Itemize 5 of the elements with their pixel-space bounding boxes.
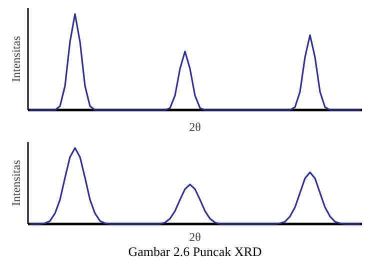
text: Gambar 2.6 Puncak XRD (128, 244, 262, 259)
y-axis-title: Intensitas (9, 36, 23, 82)
y-axis-title: Intensitas (9, 160, 23, 206)
x-axis-title: 2θ (189, 120, 202, 134)
x-axis-title: 2θ (189, 230, 202, 244)
